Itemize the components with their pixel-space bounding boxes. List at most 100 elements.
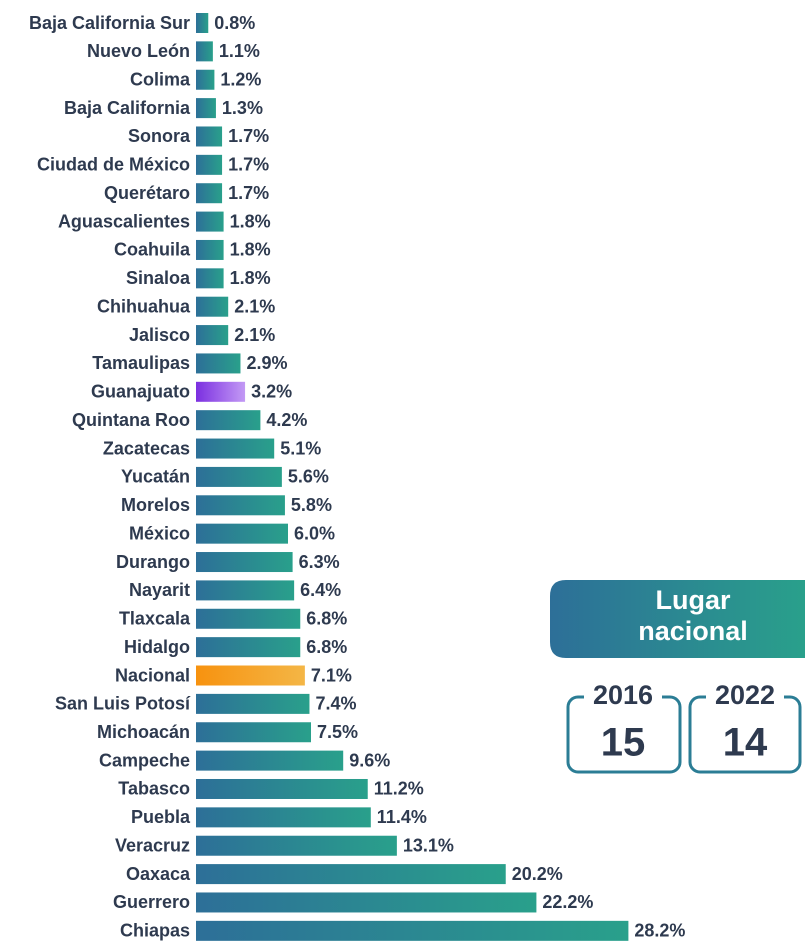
value-label: 2.1% bbox=[234, 325, 275, 345]
bar bbox=[196, 239, 224, 260]
category-label: Morelos bbox=[121, 495, 190, 515]
panel-rank: 14 bbox=[723, 721, 768, 765]
label-bg bbox=[584, 685, 662, 709]
bar bbox=[196, 325, 229, 346]
bar bbox=[196, 693, 310, 714]
panel-rank: 15 bbox=[601, 721, 646, 765]
panel-year: 2016 bbox=[593, 680, 653, 710]
value-label: 1.1% bbox=[219, 41, 260, 61]
value-label: 6.8% bbox=[306, 637, 347, 657]
category-label: Quintana Roo bbox=[72, 410, 190, 430]
category-label: Yucatán bbox=[121, 467, 190, 487]
bar bbox=[196, 722, 311, 743]
category-label: Durango bbox=[116, 552, 190, 572]
value-label: 5.8% bbox=[291, 495, 332, 515]
bar bbox=[196, 864, 506, 885]
category-label: Baja California bbox=[64, 98, 191, 118]
bar bbox=[196, 466, 282, 487]
value-label: 9.6% bbox=[349, 750, 390, 770]
value-label: 6.3% bbox=[299, 552, 340, 572]
value-label: 28.2% bbox=[634, 921, 685, 941]
category-label: Colima bbox=[130, 69, 191, 89]
category-label: Sonora bbox=[128, 126, 191, 146]
panel-header bbox=[550, 580, 805, 658]
category-label: Tamaulipas bbox=[92, 353, 190, 373]
value-label: 1.8% bbox=[230, 211, 271, 231]
bar bbox=[196, 69, 215, 90]
bar bbox=[196, 268, 224, 289]
bar bbox=[196, 835, 397, 856]
bar bbox=[196, 495, 285, 516]
value-label: 5.6% bbox=[288, 467, 329, 487]
value-label: 3.2% bbox=[251, 382, 292, 402]
bar bbox=[196, 353, 241, 374]
value-label: 6.4% bbox=[300, 580, 341, 600]
category-label: Coahuila bbox=[114, 240, 191, 260]
value-label: 2.9% bbox=[246, 353, 287, 373]
panel-title: nacional bbox=[638, 616, 748, 646]
value-label: 11.4% bbox=[377, 807, 427, 827]
bar bbox=[196, 126, 223, 147]
value-label: 11.2% bbox=[374, 779, 424, 799]
value-label: 7.5% bbox=[317, 722, 358, 742]
bar bbox=[196, 778, 368, 799]
bar bbox=[196, 296, 229, 317]
value-label: 5.1% bbox=[280, 438, 321, 458]
value-label: 1.7% bbox=[228, 183, 269, 203]
value-label: 22.2% bbox=[542, 892, 593, 912]
category-label: Oaxaca bbox=[126, 864, 191, 884]
category-label: México bbox=[129, 523, 190, 543]
value-label: 2.1% bbox=[234, 296, 275, 316]
category-label: Querétaro bbox=[104, 183, 190, 203]
bar bbox=[196, 920, 629, 941]
bar bbox=[196, 381, 246, 402]
category-label: Guanajuato bbox=[91, 382, 190, 402]
category-label: Nacional bbox=[115, 665, 190, 685]
category-label: Tlaxcala bbox=[119, 609, 191, 629]
category-label: Michoacán bbox=[97, 722, 190, 742]
bar bbox=[196, 750, 344, 771]
bar bbox=[196, 665, 305, 686]
value-label: 7.4% bbox=[315, 694, 356, 714]
value-label: 1.8% bbox=[230, 268, 271, 288]
category-label: Baja California Sur bbox=[29, 13, 190, 33]
value-label: 6.8% bbox=[306, 609, 347, 629]
category-label: Ciudad de México bbox=[37, 155, 190, 175]
bar bbox=[196, 154, 223, 175]
bar bbox=[196, 523, 288, 544]
value-label: 4.2% bbox=[266, 410, 307, 430]
bar bbox=[196, 410, 261, 431]
category-label: Tabasco bbox=[118, 779, 190, 799]
value-label: 6.0% bbox=[294, 523, 335, 543]
value-label: 20.2% bbox=[512, 864, 563, 884]
value-label: 13.1% bbox=[403, 835, 454, 855]
category-label: Jalisco bbox=[129, 325, 190, 345]
value-label: 0.8% bbox=[214, 13, 255, 33]
value-label: 1.3% bbox=[222, 98, 263, 118]
category-label: Nayarit bbox=[129, 580, 190, 600]
category-label: Puebla bbox=[131, 807, 191, 827]
bar bbox=[196, 211, 224, 232]
bar bbox=[196, 13, 209, 33]
category-label: Chihuahua bbox=[97, 296, 191, 316]
value-label: 7.1% bbox=[311, 665, 352, 685]
value-label: 1.7% bbox=[228, 126, 269, 146]
value-label: 1.7% bbox=[228, 155, 269, 175]
bar bbox=[196, 183, 223, 204]
category-label: Hidalgo bbox=[124, 637, 190, 657]
category-label: Aguascalientes bbox=[58, 211, 190, 231]
panel-year: 2022 bbox=[715, 680, 775, 710]
bar bbox=[196, 608, 301, 629]
category-label: Chiapas bbox=[120, 921, 190, 941]
bar bbox=[196, 807, 371, 828]
category-label: Guerrero bbox=[113, 892, 190, 912]
bar bbox=[196, 580, 295, 601]
category-label: San Luis Potosí bbox=[55, 694, 191, 714]
category-label: Sinaloa bbox=[126, 268, 191, 288]
category-label: Zacatecas bbox=[103, 438, 190, 458]
bar bbox=[196, 41, 213, 62]
value-label: 1.2% bbox=[220, 69, 261, 89]
category-label: Veracruz bbox=[115, 835, 190, 855]
